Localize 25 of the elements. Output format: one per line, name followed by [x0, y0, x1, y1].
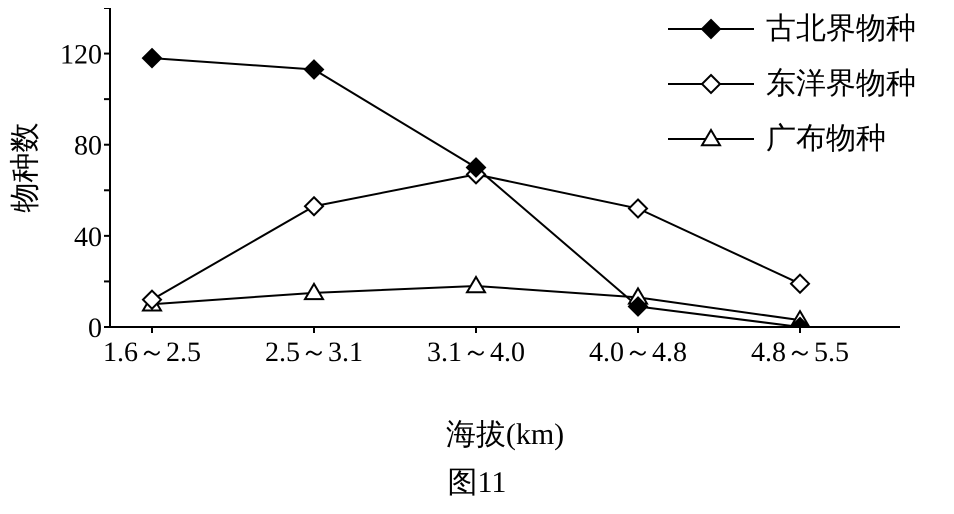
y-tick-label: 80: [74, 130, 102, 162]
point: [304, 282, 324, 300]
caption: 图11: [446, 465, 508, 501]
y-tick-label: 120: [60, 40, 102, 71]
x-tick-label: 2.5～3.1: [265, 336, 363, 368]
point: [142, 48, 162, 68]
y-tick-label: 40: [74, 222, 102, 253]
point: [628, 198, 648, 219]
legend-label: 东洋界物种: [766, 66, 916, 102]
point: [304, 196, 324, 216]
x-tick-label: 3.1～4.0: [427, 336, 525, 368]
y-axis-title: 物种数: [8, 122, 42, 212]
point: [466, 158, 486, 178]
point: [142, 290, 162, 310]
point: [304, 60, 324, 80]
x-axis-title: 海拔(km): [446, 418, 564, 451]
x-tick-label: 4.8～5.5: [751, 336, 849, 368]
y-tick-label: 0: [88, 312, 102, 344]
x-tick-label: 1.6～2.5: [103, 336, 201, 368]
x-tick-label: 4.0～4.8: [589, 336, 687, 368]
legend-label: 古北界物种: [766, 11, 916, 47]
point: [790, 274, 810, 294]
legend-label: 广布物种: [766, 121, 886, 157]
point: [466, 276, 486, 294]
point: [628, 296, 648, 316]
